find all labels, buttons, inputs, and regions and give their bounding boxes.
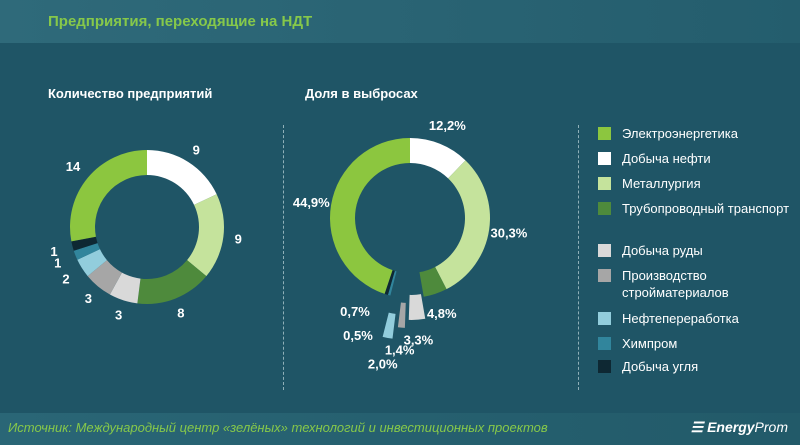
pie-slice-2-1: [410, 138, 466, 179]
data-label: 3,3%: [404, 333, 434, 348]
data-label: 4,8%: [427, 306, 457, 321]
legend-label: Производство стройматериалов: [622, 268, 729, 300]
legend-label: Добыча нефти: [622, 151, 711, 166]
page-title: Предприятия, переходящие на НДТ: [48, 13, 313, 30]
legend-label: Химпром: [622, 336, 678, 351]
data-label: 0,7%: [340, 304, 370, 319]
pie-slice-2-2: [435, 160, 490, 290]
legend-swatch: [598, 360, 611, 373]
pie-slice-1-9: [70, 150, 147, 242]
legend-swatch: [598, 244, 611, 257]
data-label: 2: [62, 271, 69, 286]
divider: [578, 125, 579, 390]
pie-slice-2-9: [330, 138, 410, 294]
data-label: 8: [177, 306, 184, 321]
data-label: 12,2%: [429, 118, 466, 133]
legend-swatch: [598, 312, 611, 325]
data-label: 9: [193, 142, 200, 157]
data-label: 3: [85, 291, 92, 306]
data-label: 9: [235, 232, 242, 247]
footer: Источник: Международный центр «зелёных» …: [0, 413, 800, 445]
data-label: 30,3%: [490, 226, 527, 241]
pie-slice-1-2: [187, 194, 224, 277]
legend-label: Трубопроводный транспорт: [622, 201, 790, 216]
legend-swatch: [598, 202, 611, 215]
pie-slice-2-7: [387, 270, 397, 296]
data-label: 1,4%: [385, 343, 415, 358]
legend-swatch: [598, 177, 611, 190]
header: Предприятия, переходящие на НДТ: [0, 0, 800, 43]
legend-label: Электроэнергетика: [622, 126, 738, 141]
data-label: 14: [66, 159, 81, 174]
legend-swatch: [598, 269, 611, 282]
chart1-title: Количество предприятий: [48, 86, 213, 101]
pie-slice-2-6: [382, 312, 396, 339]
data-label: 44,9%: [293, 195, 330, 210]
pie-slice-1-7: [73, 243, 100, 260]
pie-slice-1-5: [87, 260, 122, 295]
data-label: 1: [50, 244, 57, 259]
legend-swatch: [598, 127, 611, 140]
legend-label: Металлургия: [622, 176, 701, 191]
pie-slice-2-4: [408, 294, 426, 320]
data-label: 3: [115, 307, 122, 322]
divider: [283, 125, 284, 390]
data-label: 1: [54, 255, 61, 270]
pie-slice-1-1: [147, 150, 217, 205]
pie-slice-2-5: [397, 302, 406, 328]
chart2-title: Доля в выбросах: [305, 86, 418, 101]
legend-label: Добыча руды: [622, 243, 703, 258]
pie-slice-1-6: [77, 249, 107, 277]
legend-label: Нефтепереработка: [622, 311, 739, 326]
legend-label: Добыча угля: [622, 359, 699, 374]
pie-slice-1-4: [109, 272, 141, 304]
legend-swatch: [598, 337, 611, 350]
pie-slice-1-8: [71, 236, 98, 251]
legend-swatch: [598, 152, 611, 165]
pie-slice-1-3: [137, 260, 207, 304]
source-text: Источник: Международный центр «зелёных» …: [8, 420, 548, 435]
data-label: 2,0%: [368, 356, 398, 371]
pie-slice-2-8: [384, 270, 395, 295]
pie-slice-2-3: [419, 266, 447, 297]
data-label: 0,5%: [343, 328, 373, 343]
energyprom-logo: ☰ EnergyProm: [690, 419, 788, 435]
